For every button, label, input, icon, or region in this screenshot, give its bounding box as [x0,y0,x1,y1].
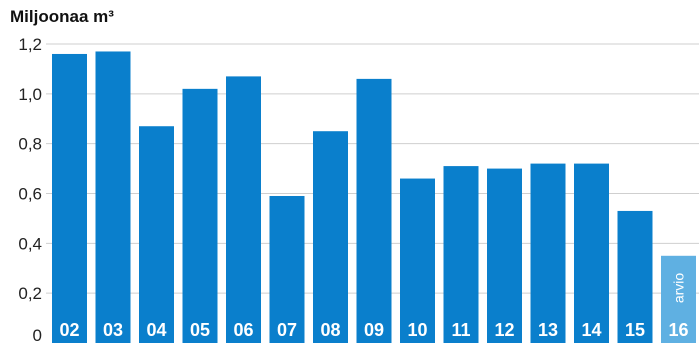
bar-10 [400,178,435,343]
x-tick-label: 07 [277,320,297,340]
bar-14 [574,163,609,343]
bar-11 [443,166,479,343]
bar-13 [530,163,566,343]
x-tick-label: 13 [538,320,558,340]
x-tick-label: 02 [59,320,79,340]
bar-04 [139,126,174,343]
y-tick-label: 0 [33,326,42,343]
y-axis-label: Miljoonaa m³ [10,7,114,26]
bar-03 [95,51,131,343]
x-tick-label: 10 [407,320,427,340]
y-tick-label: 1,0 [18,85,42,104]
x-tick-label: 11 [451,320,470,340]
x-tick-label: 03 [103,320,123,340]
x-tick-label: 14 [581,320,601,340]
x-tick-label: 04 [146,320,166,340]
bar-09 [356,78,392,343]
bar-08 [313,131,348,343]
bar-06 [226,76,261,343]
y-tick-label: 0,6 [18,185,42,204]
bar-02 [52,53,87,343]
bar-12 [487,168,522,343]
x-tick-label: 08 [320,320,340,340]
x-tick-label: 05 [190,320,210,340]
y-tick-label: 0,4 [18,234,42,253]
y-tick-label: 1,2 [18,35,42,54]
x-tick-label: 16 [668,320,688,340]
y-tick-label: 0,8 [18,135,42,154]
bars [52,51,696,343]
x-axis-ticks: 02 03 04 05 06 07 08 09 10 11 12 13 14 15 16 arvio [59,273,688,340]
bar-07 [269,195,305,343]
y-tick-label: 0,2 [18,284,42,303]
estimate-label: arvio [671,273,687,304]
x-tick-label: 15 [625,320,645,340]
y-axis-ticks: 0 0,2 0,4 0,6 0,8 1,0 1,2 [18,35,42,343]
x-tick-label: 09 [364,320,384,340]
bar-05 [182,88,218,343]
bar-15 [617,210,653,343]
x-tick-label: 06 [233,320,253,340]
bar-16 [661,255,696,343]
x-tick-label: 12 [494,320,514,340]
